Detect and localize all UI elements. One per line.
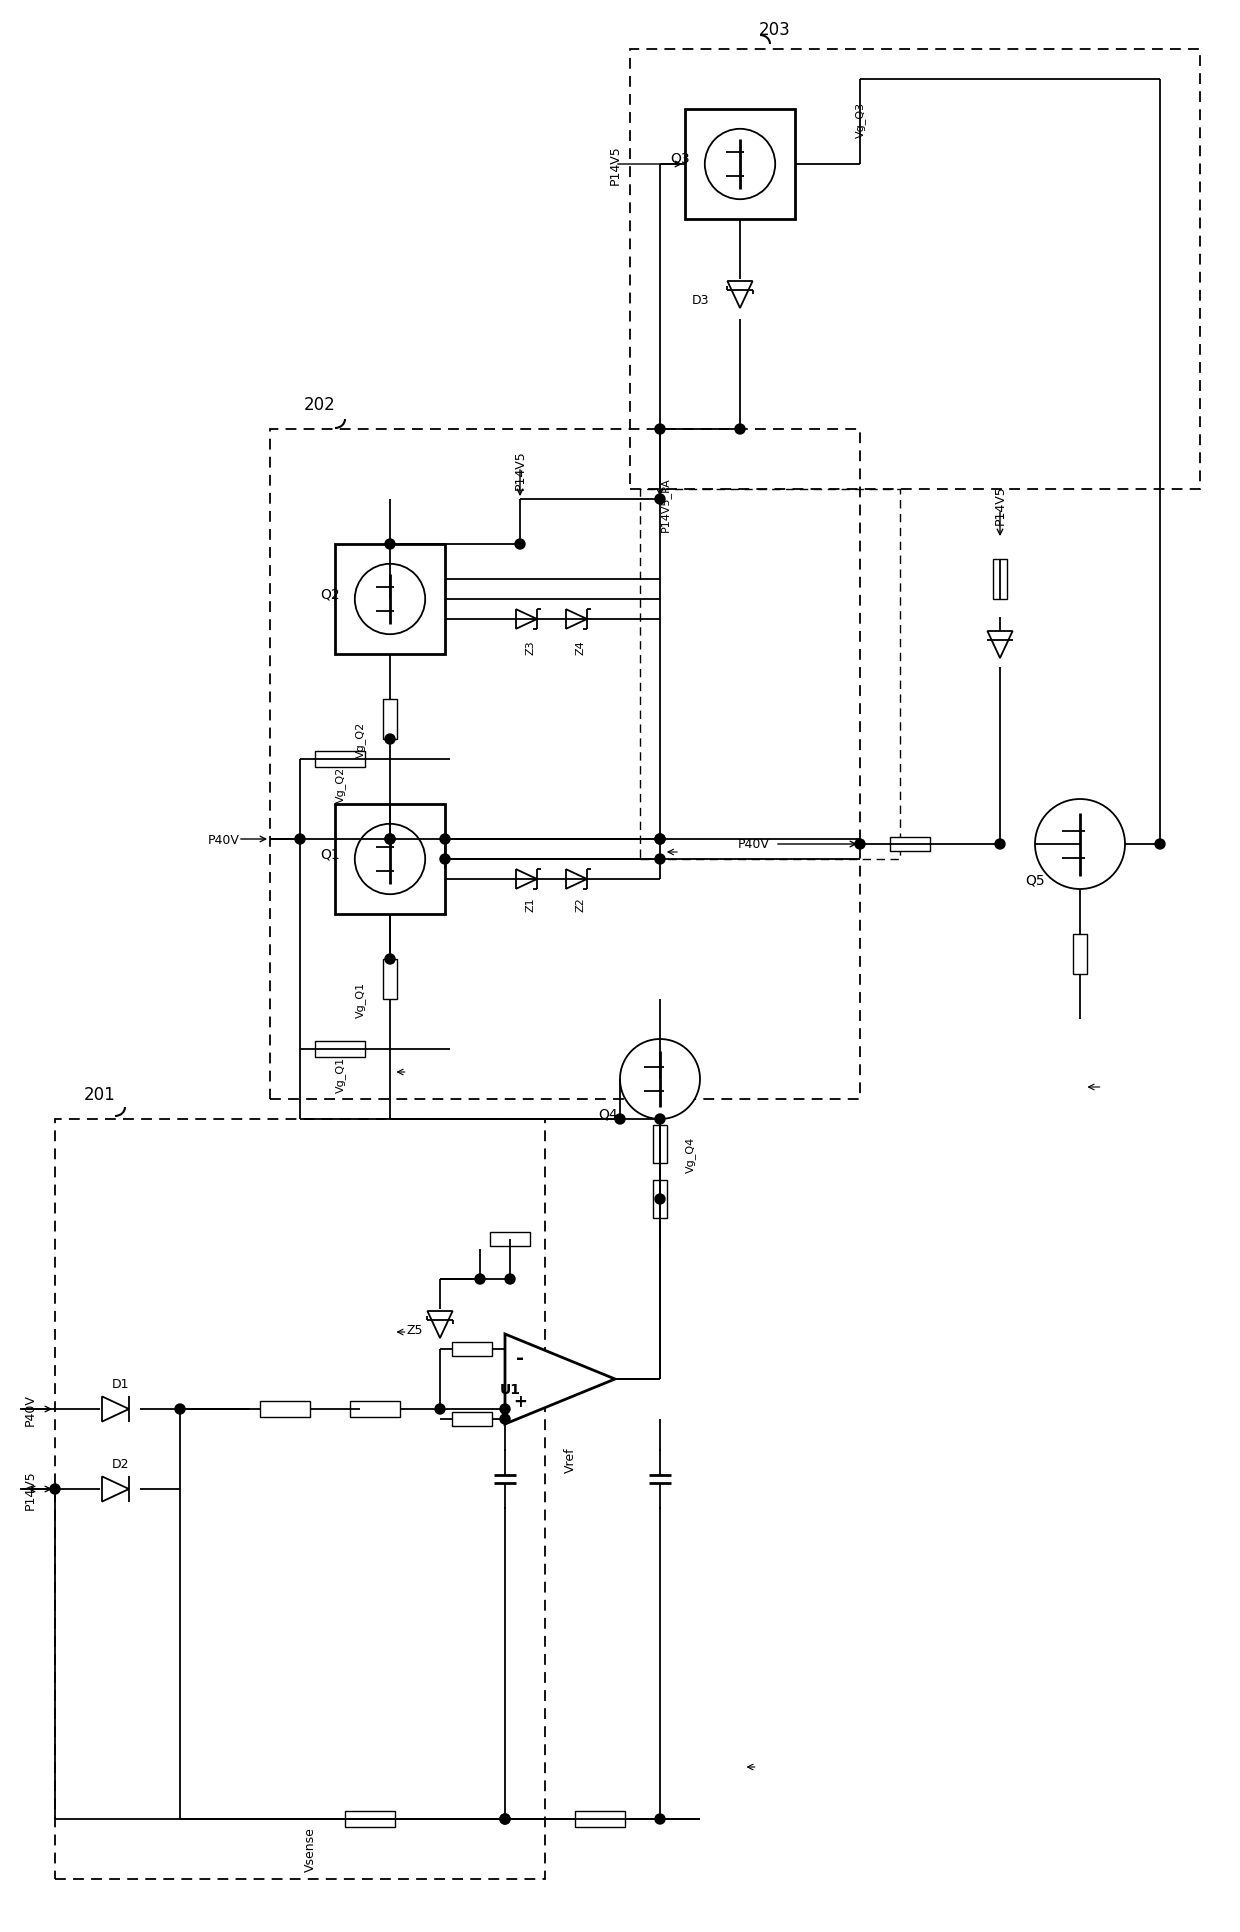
Bar xyxy=(260,1401,310,1418)
Text: Vg_Q4: Vg_Q4 xyxy=(684,1136,696,1173)
Bar xyxy=(350,1401,401,1418)
Bar xyxy=(335,804,445,914)
Bar xyxy=(640,489,900,860)
Text: Vref: Vref xyxy=(563,1447,577,1472)
Text: Z3: Z3 xyxy=(525,639,534,655)
Text: P40V: P40V xyxy=(208,833,241,846)
Text: Vg_Q2: Vg_Q2 xyxy=(355,721,366,757)
Circle shape xyxy=(655,1115,665,1124)
Circle shape xyxy=(384,539,396,551)
Circle shape xyxy=(505,1275,515,1285)
Text: P14V5: P14V5 xyxy=(513,450,527,489)
Circle shape xyxy=(655,835,665,844)
Circle shape xyxy=(655,1194,665,1204)
Polygon shape xyxy=(505,1335,615,1424)
Circle shape xyxy=(655,854,665,864)
Circle shape xyxy=(384,835,396,844)
Bar xyxy=(335,545,445,655)
Bar xyxy=(315,1041,365,1057)
Text: D3: D3 xyxy=(691,294,709,307)
Bar xyxy=(490,1233,529,1246)
Bar xyxy=(630,50,1200,489)
Bar xyxy=(270,429,861,1099)
Text: Q4: Q4 xyxy=(598,1107,618,1121)
Bar xyxy=(383,699,397,740)
Text: 201: 201 xyxy=(84,1086,115,1103)
Text: Z2: Z2 xyxy=(575,896,585,912)
Circle shape xyxy=(500,1414,510,1424)
Circle shape xyxy=(355,564,425,636)
Circle shape xyxy=(655,425,665,435)
Circle shape xyxy=(735,425,745,435)
Text: Vg_Q2: Vg_Q2 xyxy=(335,767,346,802)
Text: Q3: Q3 xyxy=(670,151,689,164)
Text: P40V: P40V xyxy=(738,838,770,852)
Circle shape xyxy=(384,734,396,744)
Circle shape xyxy=(355,825,425,895)
Circle shape xyxy=(440,854,450,864)
Text: P14V5: P14V5 xyxy=(24,1470,36,1509)
Circle shape xyxy=(384,954,396,964)
Text: P14V5: P14V5 xyxy=(993,485,1007,526)
Bar xyxy=(993,560,1007,599)
Bar xyxy=(315,752,365,767)
Text: Vg_Q1: Vg_Q1 xyxy=(355,981,366,1018)
Circle shape xyxy=(615,1115,625,1124)
Text: Q1: Q1 xyxy=(320,848,340,862)
Circle shape xyxy=(435,1405,445,1414)
Circle shape xyxy=(295,835,305,844)
Text: 203: 203 xyxy=(759,21,791,39)
Circle shape xyxy=(440,835,450,844)
Text: Z1: Z1 xyxy=(525,896,534,912)
Bar xyxy=(383,960,397,999)
Circle shape xyxy=(994,840,1004,850)
Circle shape xyxy=(1154,840,1166,850)
Text: D1: D1 xyxy=(112,1378,129,1391)
Circle shape xyxy=(475,1275,485,1285)
Circle shape xyxy=(620,1039,701,1119)
Circle shape xyxy=(515,539,525,551)
Bar xyxy=(653,1126,667,1163)
Circle shape xyxy=(655,495,665,504)
Circle shape xyxy=(175,1405,185,1414)
Bar xyxy=(1073,935,1087,974)
Circle shape xyxy=(500,1814,510,1824)
Bar xyxy=(453,1412,492,1426)
Circle shape xyxy=(655,835,665,844)
Bar xyxy=(345,1810,396,1828)
Text: Z5: Z5 xyxy=(407,1323,423,1335)
Circle shape xyxy=(500,1405,510,1414)
Circle shape xyxy=(500,1814,510,1824)
Text: Q5: Q5 xyxy=(1025,873,1045,887)
Text: Vg_Q3: Vg_Q3 xyxy=(854,102,866,137)
Circle shape xyxy=(50,1484,60,1493)
Circle shape xyxy=(704,129,775,201)
Text: U1: U1 xyxy=(500,1381,521,1397)
Circle shape xyxy=(856,840,866,850)
Bar xyxy=(55,1119,546,1880)
Bar xyxy=(684,110,795,220)
Circle shape xyxy=(384,835,396,844)
Text: Z4: Z4 xyxy=(575,639,585,655)
Text: Q2: Q2 xyxy=(320,587,340,601)
Bar xyxy=(575,1810,625,1828)
Text: P40V: P40V xyxy=(24,1393,36,1426)
Text: 202: 202 xyxy=(304,396,336,413)
Circle shape xyxy=(1035,800,1125,889)
Text: Vsense: Vsense xyxy=(304,1826,316,1872)
Text: P14V5_PA: P14V5_PA xyxy=(660,477,671,531)
Text: -: - xyxy=(516,1349,525,1366)
Bar xyxy=(653,1180,667,1219)
Text: P14V5: P14V5 xyxy=(609,145,621,185)
Bar xyxy=(890,838,930,852)
Circle shape xyxy=(655,1814,665,1824)
Text: +: + xyxy=(513,1393,527,1410)
Text: Vg_Q1: Vg_Q1 xyxy=(335,1057,346,1092)
Text: D2: D2 xyxy=(112,1459,129,1470)
Bar xyxy=(453,1343,492,1356)
